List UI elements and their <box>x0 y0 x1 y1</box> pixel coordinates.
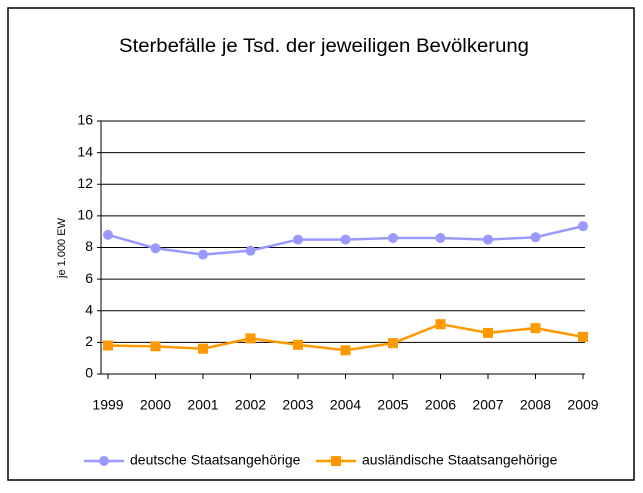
x-tick-label: 2001 <box>187 397 218 413</box>
point <box>578 221 588 232</box>
x-tick-label: 2006 <box>425 397 456 413</box>
point <box>150 341 161 352</box>
x-tick-label: 2008 <box>520 397 551 413</box>
point <box>198 343 208 354</box>
point <box>103 340 113 351</box>
point <box>578 331 588 342</box>
point <box>435 233 446 244</box>
point <box>435 319 446 330</box>
point <box>331 456 341 466</box>
legend-label: ausländische Staatsangehörige <box>362 452 558 468</box>
x-tick-label: 1999 <box>92 397 123 413</box>
point <box>293 339 303 350</box>
point <box>530 323 541 334</box>
y-tick-label: 0 <box>85 365 93 381</box>
point <box>245 333 256 344</box>
x-tick-label: 2007 <box>472 397 503 413</box>
y-tick-label: 8 <box>85 238 93 254</box>
legend-label: deutsche Staatsangehörige <box>130 452 301 468</box>
point <box>388 338 398 349</box>
x-tick-label: 2009 <box>567 397 598 413</box>
point <box>103 229 113 240</box>
y-tick-label: 10 <box>77 207 93 223</box>
x-tick-label: 2003 <box>282 397 313 413</box>
point <box>198 249 208 260</box>
y-tick-label: 12 <box>77 175 93 191</box>
point <box>245 245 256 256</box>
point <box>99 456 109 466</box>
x-tick-label: 2000 <box>140 397 171 413</box>
point <box>340 234 351 245</box>
x-tick-label: 2002 <box>235 397 266 413</box>
y-tick-label: 6 <box>85 270 93 286</box>
y-tick-label: 14 <box>77 143 93 159</box>
point <box>150 243 161 254</box>
x-tick-label: 2005 <box>377 397 408 413</box>
point <box>530 232 541 243</box>
x-tick-label: 2004 <box>330 397 361 413</box>
point <box>483 327 493 338</box>
y-axis-label: je 1.000 EW <box>56 217 68 279</box>
y-tick-label: 16 <box>77 112 93 128</box>
y-tick-label: 2 <box>85 333 93 349</box>
point <box>483 234 493 245</box>
chart-frame <box>7 7 635 481</box>
point <box>293 234 303 245</box>
y-tick-label: 4 <box>85 301 93 317</box>
point <box>388 233 398 244</box>
chart-title: Sterbefälle je Tsd. der jeweiligen Bevöl… <box>119 36 529 57</box>
point <box>340 345 351 356</box>
